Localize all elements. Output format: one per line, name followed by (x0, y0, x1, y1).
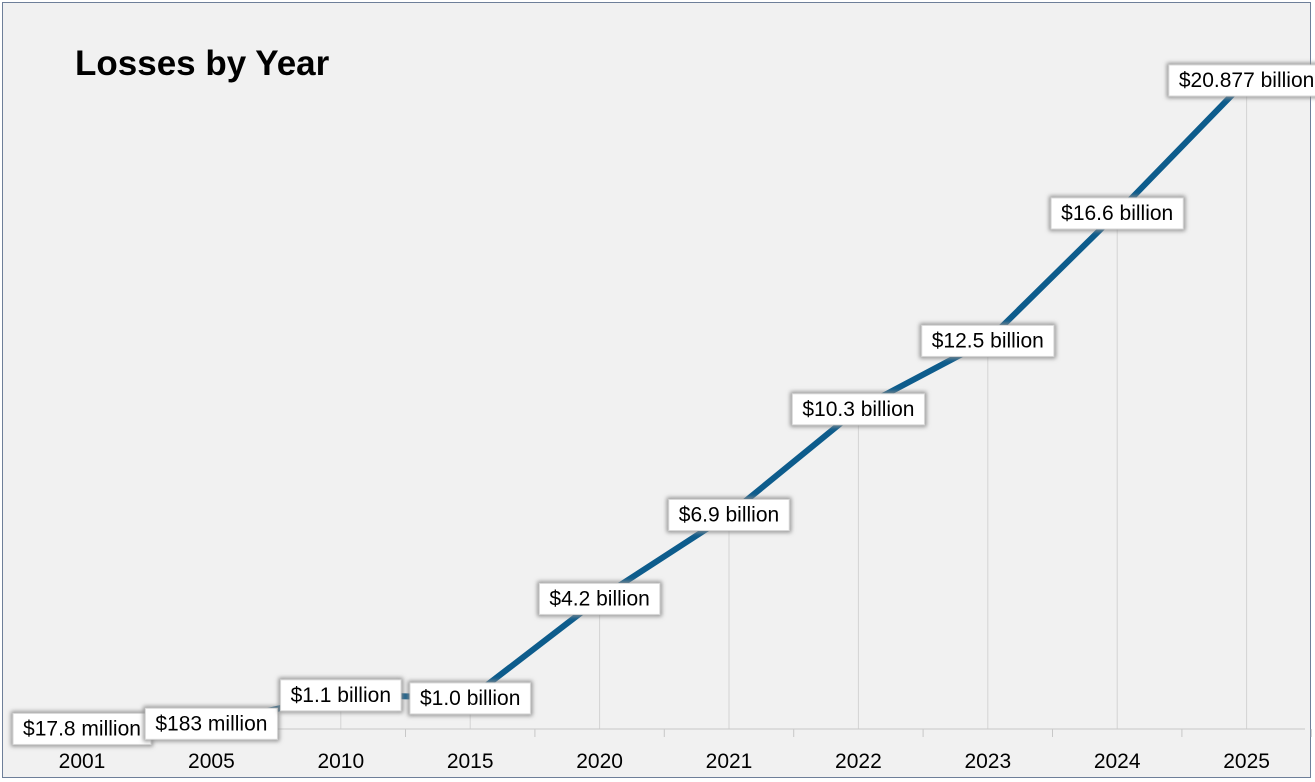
x-tick-label: 2023 (964, 750, 1011, 773)
data-label-text: $10.3 billion (802, 398, 914, 421)
data-label-box (144, 707, 278, 740)
data-label-box (1168, 64, 1315, 97)
series-line (79, 77, 1250, 732)
x-tick-label: 2025 (1223, 750, 1270, 773)
x-tick-label: 2005 (188, 750, 235, 773)
data-label: $16.6 billion (1049, 195, 1186, 231)
data-label-text: $183 million (155, 712, 267, 735)
data-label: $1.0 billion (407, 680, 533, 716)
data-label-box (409, 682, 531, 715)
x-tick-label: 2001 (59, 750, 106, 773)
data-label-text: $16.6 billion (1061, 202, 1173, 225)
data-label-box (538, 582, 661, 615)
data-label: $17.8 million (11, 711, 153, 747)
x-tick-label: 2021 (706, 750, 753, 773)
x-tick-label: 2015 (447, 750, 494, 773)
data-label: $4.2 billion (537, 581, 662, 617)
data-label-box (791, 393, 925, 426)
data-label-box (1050, 197, 1184, 230)
x-tick-label: 2010 (317, 750, 364, 773)
data-label-text: $1.1 billion (291, 684, 391, 707)
data-label-text: $4.2 billion (549, 587, 649, 610)
x-tick-labels: 2001 2005 2010 2015 2020 2021 2022 2023 2024 2025 (59, 750, 1270, 773)
data-label: $12.5 billion (919, 323, 1056, 359)
data-label-box (280, 679, 402, 712)
x-tick-label: 2024 (1094, 750, 1141, 773)
data-label-box (921, 324, 1055, 357)
data-label-box (668, 499, 790, 532)
data-label-text: $6.9 billion (679, 504, 779, 527)
chart-title: Losses by Year (75, 44, 330, 83)
data-label: $183 million (143, 706, 280, 742)
series-line-group (79, 77, 1250, 732)
data-label: $10.3 billion (790, 391, 927, 427)
data-labels: $17.8 million $183 million $1.1 billion $1.… (11, 63, 1315, 747)
data-label: $6.9 billion (666, 497, 792, 533)
data-label-text: $1.0 billion (420, 687, 520, 710)
x-tick-label: 2020 (576, 750, 623, 773)
data-label-box (12, 712, 152, 745)
data-label-text: $12.5 billion (932, 329, 1044, 352)
data-label-text: $17.8 million (23, 717, 141, 740)
data-label: $20.877 billion (1166, 63, 1315, 98)
x-tick-label: 2022 (835, 750, 882, 773)
data-label-text: $20.877 billion (1179, 69, 1314, 92)
data-label: $1.1 billion (278, 677, 404, 713)
gridlines (81, 80, 1248, 729)
